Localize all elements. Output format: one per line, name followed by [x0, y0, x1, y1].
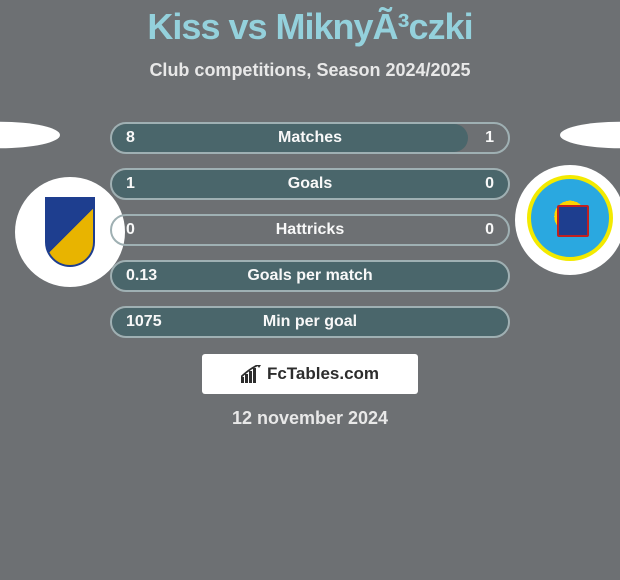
stat-label: Goals [112, 175, 508, 193]
stat-value-right: 0 [485, 175, 494, 193]
page-subtitle: Club competitions, Season 2024/2025 [0, 60, 620, 81]
stat-label: Min per goal [112, 313, 508, 331]
stat-value-right: 0 [485, 221, 494, 239]
source-logo-text: FcTables.com [267, 364, 379, 384]
bar-chart-icon [241, 365, 263, 383]
stat-row: 1Goals0 [110, 168, 510, 200]
stat-label: Hattricks [112, 221, 508, 239]
stat-label: Goals per match [112, 267, 508, 285]
club-badge-right [515, 165, 620, 275]
stat-row: 1075Min per goal [110, 306, 510, 338]
stat-label: Matches [112, 129, 508, 147]
club-badge-left [15, 177, 125, 287]
stat-row: 0Hattricks0 [110, 214, 510, 246]
source-logo: FcTables.com [202, 354, 418, 394]
footer-date: 12 november 2024 [0, 408, 620, 429]
stats-table: 8Matches11Goals00Hattricks00.13Goals per… [110, 122, 510, 352]
player-avatar-left [0, 75, 60, 195]
stat-row: 0.13Goals per match [110, 260, 510, 292]
page-title: Kiss vs MiknyÃ³czki [0, 0, 620, 48]
stat-value-right: 1 [485, 129, 494, 147]
stat-row: 8Matches1 [110, 122, 510, 154]
